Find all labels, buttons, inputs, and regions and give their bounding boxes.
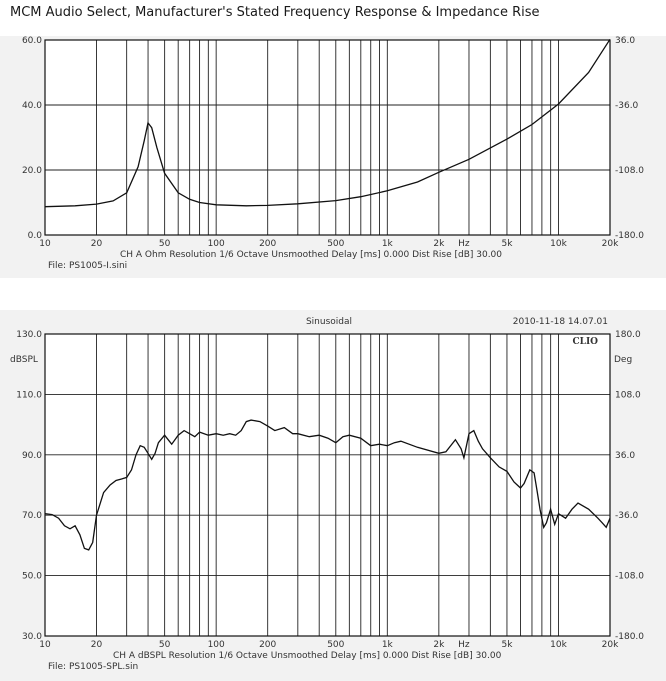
chart-mode-label: Sinusoidal [306,317,352,327]
y-tick-right: -180.0 [615,231,644,241]
x-tick: 20 [91,640,103,650]
x-tick: Hz [458,239,470,249]
y-tick-right: -108.0 [615,572,644,582]
x-tick: 20k [602,640,619,650]
y-tick-right: -36.0 [615,511,639,521]
data-line [44,38,611,208]
y-unit-left: dBSPL [10,355,38,365]
y-tick-left: 90.0 [22,451,42,461]
page-title: MCM Audio Select, Manufacturer's Stated … [10,5,540,20]
y-unit-right: Deg [614,355,632,365]
y-tick-right: -108.0 [615,166,644,176]
spl-chart-panel: 30.0 50.0 70.0 90.0 110.0 130.0 -180.0 -108.0 -3… [0,310,666,681]
x-tick: 50 [159,239,171,249]
y-tick-left: 60.0 [22,36,42,46]
y-tick-right: 180.0 [615,330,641,340]
y-tick-left: 0.0 [28,231,43,241]
plot-area [45,334,610,636]
x-tick: 100 [208,640,225,650]
y-tick-left: 20.0 [22,166,42,176]
plot-area [45,40,610,235]
y-tick-left: 50.0 [22,572,42,582]
clio-logo: CLIO [572,337,598,347]
x-tick: 10 [39,640,51,650]
x-tick: 2k [433,239,445,249]
data-line [44,419,611,551]
chart-timestamp: 2010-11-18 14.07.01 [513,317,608,327]
impedance-chart-panel: 0.0 20.0 40.0 60.0 -180.0 -108.0 -36.0 36.0 10 20… [0,36,666,278]
x-tick: 2k [433,640,445,650]
y-tick-left: 40.0 [22,101,42,111]
file-label: File: PS1005-SPL.sin [48,662,138,672]
x-tick: 5k [501,640,513,650]
x-tick: 10k [550,239,567,249]
x-tick: 5k [501,239,513,249]
x-tick: 200 [259,239,276,249]
impedance-chart: 0.0 20.0 40.0 60.0 -180.0 -108.0 -36.0 36.0 10 20… [22,36,644,271]
x-tick: 10 [39,239,51,249]
x-tick: 200 [259,640,276,650]
x-tick: 500 [327,640,344,650]
plot-border [44,333,611,637]
info-line: CH A dBSPL Resolution 1/6 Octave Unsmoot… [113,651,502,661]
y-tick-right: -180.0 [615,632,644,642]
x-tick: Hz [458,640,470,650]
plot-border [44,39,611,236]
y-tick-right: 108.0 [615,390,641,400]
x-tick: 1k [382,239,394,249]
x-tick: 20k [602,239,619,249]
x-tick: 500 [327,239,344,249]
x-tick: 50 [159,640,171,650]
file-label: File: PS1005-I.sini [48,261,127,271]
y-tick-left: 30.0 [22,632,42,642]
x-tick: 10k [550,640,567,650]
y-tick-right: -36.0 [615,101,639,111]
x-tick: 100 [208,239,225,249]
y-tick-left: 130.0 [16,330,42,340]
x-tick: 1k [382,640,394,650]
y-tick-left: 70.0 [22,511,42,521]
spl-chart: 30.0 50.0 70.0 90.0 110.0 130.0 -180.0 -108.0 -3… [10,317,644,672]
info-line: CH A Ohm Resolution 1/6 Octave Unsmoothe… [120,250,502,260]
y-tick-left: 110.0 [16,390,42,400]
y-tick-right: 36.0 [615,36,635,46]
y-tick-right: 36.0 [615,451,635,461]
x-tick: 20 [91,239,103,249]
